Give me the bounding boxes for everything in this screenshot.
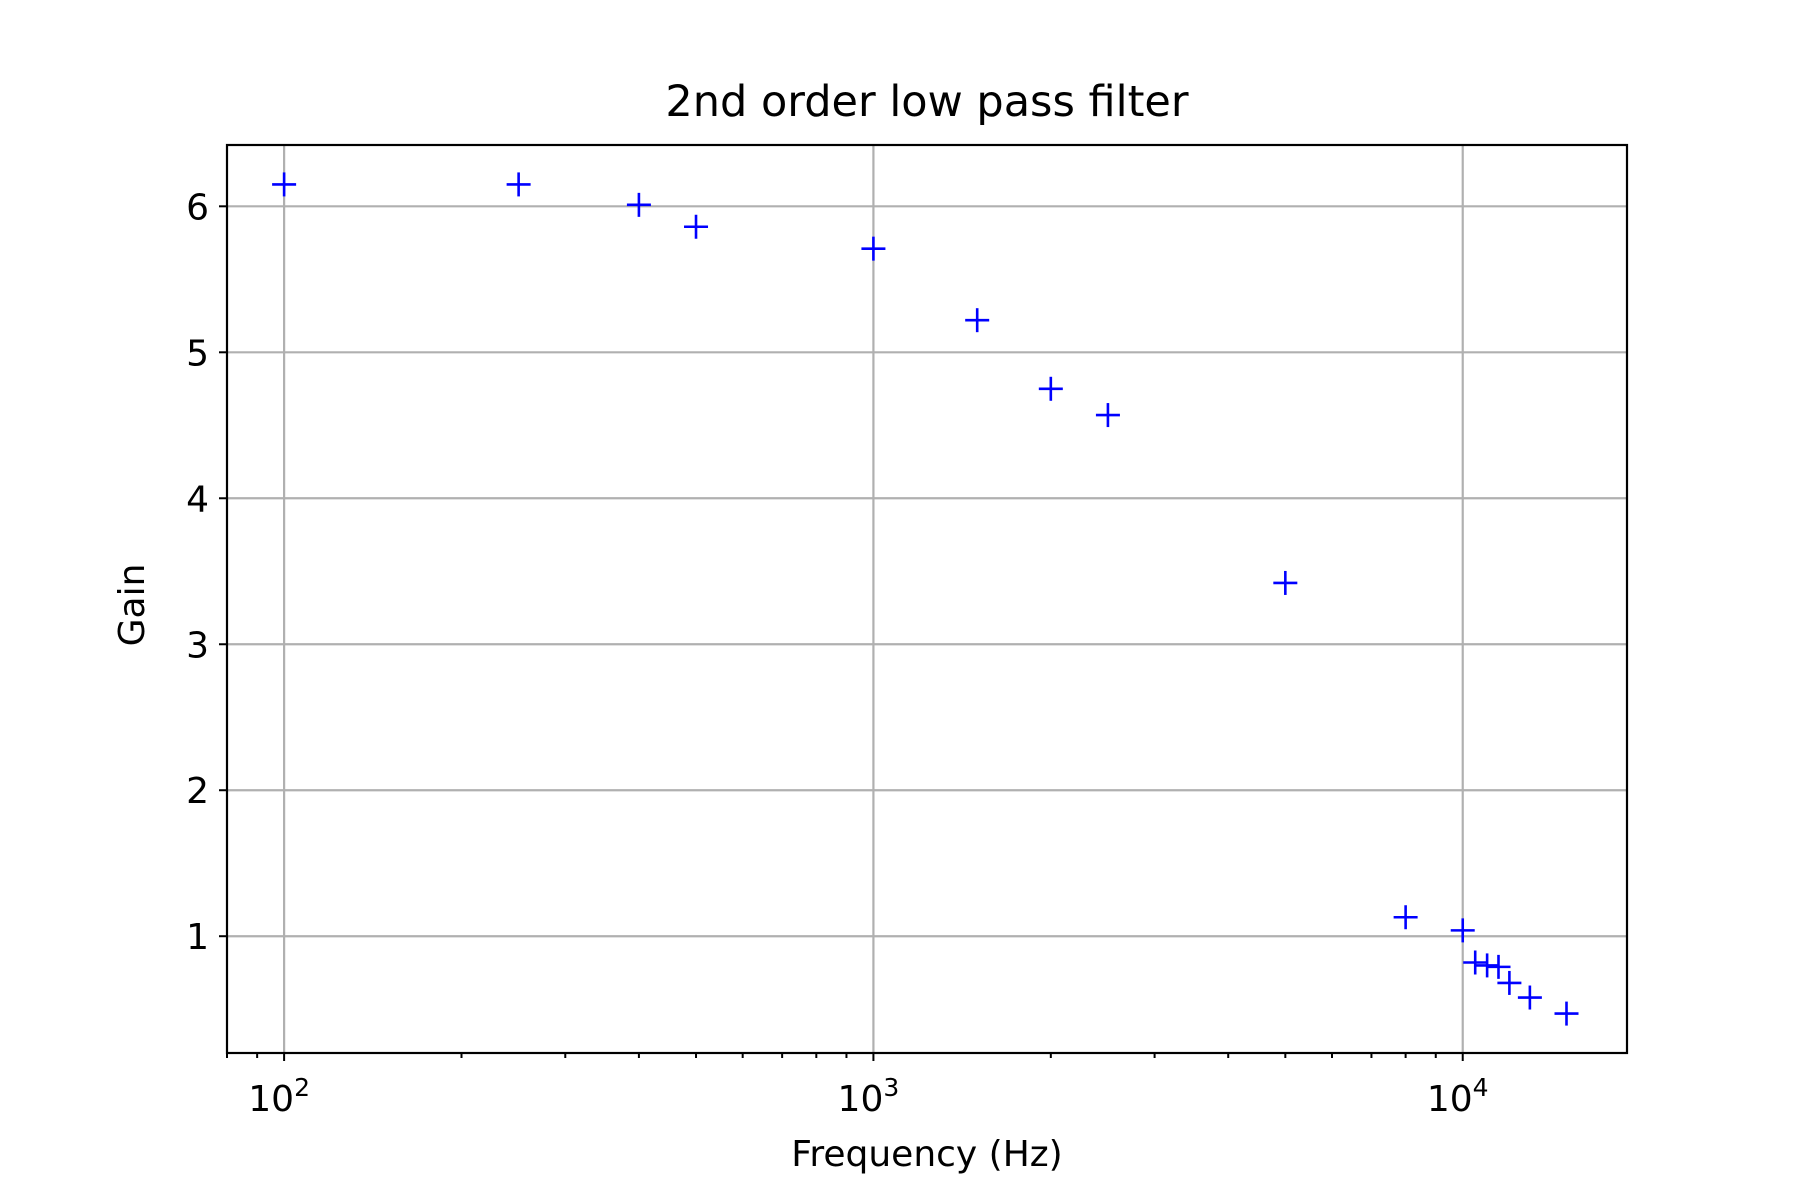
grid-layer	[227, 145, 1627, 1053]
data-point	[1038, 376, 1063, 401]
data-point	[965, 308, 990, 333]
data-point	[1450, 918, 1475, 943]
data-point	[861, 236, 886, 261]
data-point	[272, 172, 297, 197]
data-point	[684, 214, 709, 239]
y-tick-label: 5	[186, 333, 209, 374]
y-axis-label: Gain	[112, 564, 153, 647]
data-point	[1486, 954, 1511, 979]
y-tick-label: 1	[186, 917, 209, 958]
y-tick-label: 4	[186, 479, 209, 520]
x-tick-label: 104	[1427, 1073, 1489, 1120]
y-tick-label: 3	[186, 625, 209, 666]
data-point	[1475, 953, 1500, 978]
data-point	[1463, 950, 1488, 975]
y-tick-label: 2	[186, 771, 209, 812]
chart-title: 2nd order low pass filter	[665, 77, 1188, 127]
data-point	[1095, 403, 1120, 428]
data-point	[1497, 970, 1522, 995]
plot-frame	[225, 143, 1629, 1055]
data-point	[1554, 1001, 1579, 1026]
data-point	[506, 172, 531, 197]
axis-ticks: 1 2 3 4 5 6 102 103 104	[186, 187, 1488, 1120]
x-tick-label: 103	[838, 1073, 900, 1120]
data-point	[1273, 570, 1298, 595]
data-point	[1393, 905, 1418, 930]
x-axis-label: Frequency (Hz)	[791, 1134, 1062, 1175]
data-point	[626, 192, 651, 217]
x-tick-label: 102	[248, 1073, 310, 1120]
data-points	[272, 172, 1579, 1026]
y-tick-label: 6	[186, 187, 209, 228]
data-point	[1517, 985, 1542, 1010]
